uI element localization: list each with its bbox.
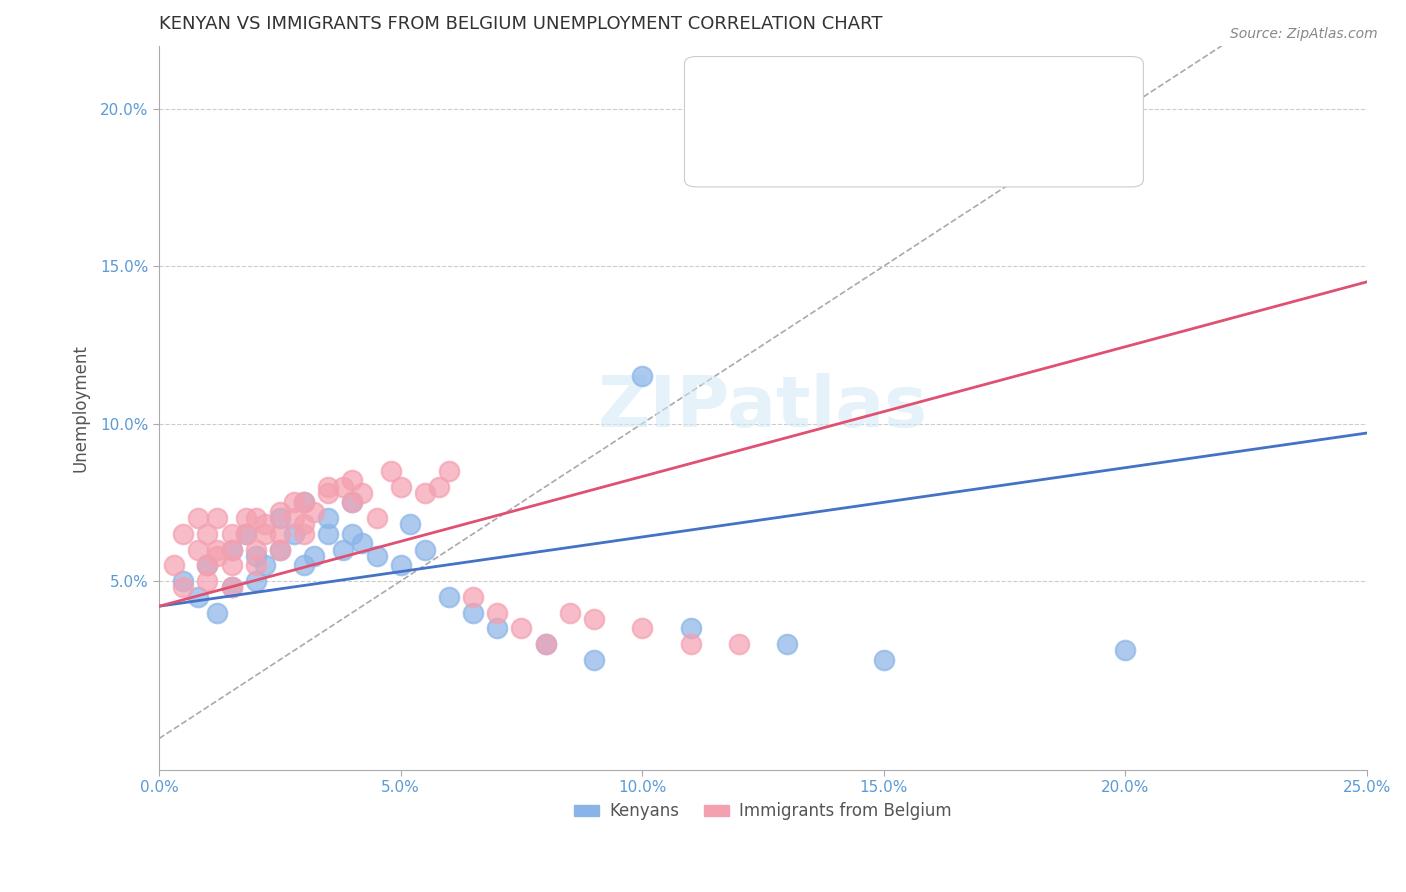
Point [302,549,325,563]
Point [463,606,485,620]
Point [235,526,257,541]
Point [332,479,354,493]
Point [316,526,339,541]
Point [245,511,267,525]
Point [269,511,291,525]
Point [235,526,257,541]
Point [437,590,460,604]
Point [350,536,373,550]
Point [205,549,228,563]
Point [380,464,402,478]
Point [389,558,412,573]
Point [269,505,291,519]
Point [221,580,243,594]
Point [631,621,654,635]
Point [283,495,305,509]
Point [342,495,364,509]
Point [631,369,654,384]
Point [205,511,228,525]
Point [486,621,509,635]
Point [221,542,243,557]
Point [399,517,422,532]
Point [187,511,209,525]
Point [873,653,896,667]
Legend: Kenyans, Immigrants from Belgium: Kenyans, Immigrants from Belgium [568,796,959,827]
Point [679,637,702,651]
Point [389,479,412,493]
Point [269,542,291,557]
Point [221,542,243,557]
Point [413,542,436,557]
Point [205,606,228,620]
Point [205,542,228,557]
Point [245,549,267,563]
Point [486,606,509,620]
Point [463,590,485,604]
Point [302,505,325,519]
Point [172,526,194,541]
Text: Source: ZipAtlas.com: Source: ZipAtlas.com [1230,27,1378,41]
Point [245,558,267,573]
Point [342,526,364,541]
Point [534,637,557,651]
Point [254,526,277,541]
Point [332,542,354,557]
Point [366,511,388,525]
Point [221,558,243,573]
Point [292,517,315,532]
Point [283,511,305,525]
Point [534,637,557,651]
Point [283,526,305,541]
Point [316,479,339,493]
Point [162,558,184,573]
Point [269,542,291,557]
Point [679,621,702,635]
FancyBboxPatch shape [685,56,1143,187]
Point [245,574,267,588]
Point [269,526,291,541]
Point [172,580,194,594]
Point [235,511,257,525]
Point [172,574,194,588]
Point [558,606,581,620]
Point [245,542,267,557]
Y-axis label: Unemployment: Unemployment [72,344,89,472]
Point [727,637,749,651]
Point [221,580,243,594]
Point [187,542,209,557]
Point [582,653,605,667]
Point [292,495,315,509]
Point [582,612,605,626]
Point [197,574,219,588]
Point [254,517,277,532]
Point [197,558,219,573]
Point [427,479,450,493]
Point [197,558,219,573]
Point [342,495,364,509]
Point [413,486,436,500]
Point [1114,643,1136,657]
Point [510,621,533,635]
Point [316,486,339,500]
Point [776,637,799,651]
Point [292,495,315,509]
Point [187,590,209,604]
Point [350,486,373,500]
Point [292,526,315,541]
Text: ZIPatlas: ZIPatlas [598,374,928,442]
Point [197,526,219,541]
Point [316,511,339,525]
Point [342,473,364,487]
Point [292,558,315,573]
Point [366,549,388,563]
Point [221,526,243,541]
Point [254,558,277,573]
Text: KENYAN VS IMMIGRANTS FROM BELGIUM UNEMPLOYMENT CORRELATION CHART: KENYAN VS IMMIGRANTS FROM BELGIUM UNEMPL… [159,15,883,33]
Point [437,464,460,478]
